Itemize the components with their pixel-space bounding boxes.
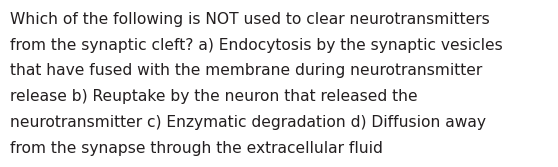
Text: that have fused with the membrane during neurotransmitter: that have fused with the membrane during… (10, 63, 482, 78)
Text: from the synaptic cleft? a) Endocytosis by the synaptic vesicles: from the synaptic cleft? a) Endocytosis … (10, 38, 503, 53)
Text: neurotransmitter c) Enzymatic degradation d) Diffusion away: neurotransmitter c) Enzymatic degradatio… (10, 115, 486, 130)
Text: Which of the following is NOT used to clear neurotransmitters: Which of the following is NOT used to cl… (10, 12, 490, 27)
Text: release b) Reuptake by the neuron that released the: release b) Reuptake by the neuron that r… (10, 89, 418, 104)
Text: from the synapse through the extracellular fluid: from the synapse through the extracellul… (10, 141, 383, 156)
